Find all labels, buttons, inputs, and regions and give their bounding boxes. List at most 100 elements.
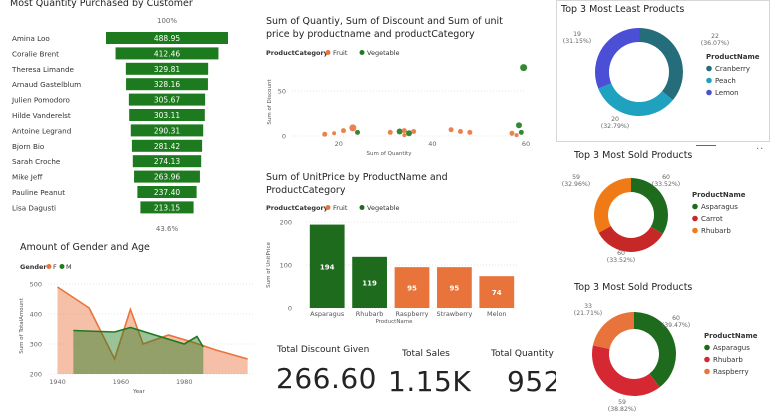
donut3-panel[interactable]: Top 3 Most Sold Products 60 (39.47%) 59 (38… xyxy=(556,278,774,418)
donut-legend-label[interactable]: Raspberry xyxy=(713,368,749,376)
funnel-panel[interactable]: Most Quantity Purchased by Customer 100%… xyxy=(0,0,250,232)
scatter-panel[interactable]: Sum of Quantiy, Sum of Discount and Sum … xyxy=(262,14,534,164)
area-ytick: 400 xyxy=(30,311,42,319)
funnel-bar[interactable] xyxy=(128,93,206,106)
area-legend-marker xyxy=(59,264,65,269)
area-line-f[interactable] xyxy=(57,286,248,362)
donut-slice[interactable] xyxy=(592,345,660,396)
scatter-point[interactable] xyxy=(332,131,337,136)
funnel-bar[interactable] xyxy=(129,109,205,121)
donut2-chart[interactable]: 60(33.52%)60(33.52%)59(32.96%)ProductNam… xyxy=(556,146,774,272)
scatter-chart[interactable]: ProductCategory Fruit Vegetable 0 50 20 40 60 Su… xyxy=(262,14,534,164)
funnel-bar[interactable] xyxy=(130,124,204,137)
donut-legend-label[interactable]: Carrot xyxy=(701,215,723,223)
scatter-point[interactable] xyxy=(467,129,473,135)
scatter-point[interactable] xyxy=(406,130,412,137)
scatter-point[interactable] xyxy=(518,129,524,135)
donut1-chart[interactable]: 22(36.07%) 20(32.79%) 19(31.15%) ProductNam… xyxy=(557,1,771,143)
more-options-icon[interactable]: ·· xyxy=(756,144,765,155)
bar-data-label: 119 xyxy=(362,279,377,287)
donut-legend-label[interactable]: Asparagus xyxy=(701,203,738,211)
donut-legend-label[interactable]: Peach xyxy=(715,77,736,85)
bar-legend-label[interactable]: Vegetable xyxy=(367,204,400,212)
bar-melon[interactable] xyxy=(479,276,515,308)
donut-slice[interactable] xyxy=(598,226,663,252)
area-panel[interactable]: Amount of Gender and Age Gender F M 200 300 4… xyxy=(12,238,256,408)
donut-slice[interactable] xyxy=(634,312,676,388)
scatter-point[interactable] xyxy=(515,122,522,129)
bar-chart[interactable]: ProductCategory Fruit Vegetable0100200Sum … xyxy=(262,170,534,332)
scatter-xtick: 40 xyxy=(428,140,436,148)
donut-slice[interactable] xyxy=(594,178,631,233)
donut-slice[interactable] xyxy=(631,178,668,234)
scatter-point[interactable] xyxy=(355,129,361,135)
bar-rhubarb[interactable] xyxy=(352,256,387,308)
donut-legend-label[interactable]: Asparagus xyxy=(713,344,750,352)
focus-mode-icon[interactable] xyxy=(696,145,716,148)
bar-asparagus[interactable] xyxy=(309,224,345,308)
funnel-bar[interactable] xyxy=(140,201,194,214)
bar-data-label: 194 xyxy=(320,263,335,271)
scatter-point[interactable] xyxy=(520,64,528,72)
bar-data-label: 95 xyxy=(407,285,417,293)
scatter-point[interactable] xyxy=(396,128,403,135)
funnel-bar-label: 328.16 xyxy=(154,80,180,89)
area-line-m[interactable] xyxy=(73,326,204,348)
scatter-point[interactable] xyxy=(401,128,407,134)
bar-panel[interactable]: Sum of UnitPrice by ProductName and Prod… xyxy=(262,170,534,332)
donut-slice[interactable] xyxy=(598,83,673,116)
donut1-card[interactable]: Top 3 Most Least Products 22 (36.07%) 20 (3… xyxy=(556,0,770,142)
scatter-legend-label[interactable]: Fruit xyxy=(333,49,348,57)
scatter-point[interactable] xyxy=(402,133,407,138)
scatter-point[interactable] xyxy=(387,129,393,135)
funnel-bar[interactable] xyxy=(115,47,219,60)
scatter-point[interactable] xyxy=(514,133,519,138)
donut2-panel[interactable]: Top 3 Most Sold Products ·· 60 (33.52%) 60… xyxy=(556,144,774,272)
scatter-point[interactable] xyxy=(448,127,454,133)
scatter-point[interactable] xyxy=(340,128,346,134)
area-chart[interactable]: Gender F M 200 300 400 500 1940 1960 1980 Year Sum … xyxy=(12,238,256,408)
funnel-row-name: Amina Loo xyxy=(12,34,50,43)
scatter-point[interactable] xyxy=(457,129,463,134)
donut-data-pct: (33.52%) xyxy=(607,257,635,264)
bar-category-label: Melon xyxy=(487,310,507,318)
scatter-point[interactable] xyxy=(411,129,417,134)
bar-category-label: Raspberry xyxy=(395,310,428,318)
donut-legend-marker xyxy=(692,227,698,234)
donut-legend-label[interactable]: Cranberry xyxy=(715,65,750,73)
bar-category-label: Asparagus xyxy=(310,310,345,318)
scatter-point[interactable] xyxy=(509,130,515,136)
scatter-legend-label[interactable]: Vegetable xyxy=(367,49,400,57)
donut-legend-label[interactable]: Lemon xyxy=(715,89,739,97)
scatter-xlabel: Sum of Quantity xyxy=(367,151,413,157)
funnel-bar[interactable] xyxy=(137,186,197,198)
donut-data-label: 60 xyxy=(617,250,625,257)
area-legend-label[interactable]: M xyxy=(66,263,72,271)
donut3-chart[interactable]: 60(39.47%) 59(38.82%) 33(21.71%) ProductNam… xyxy=(556,278,774,418)
bar-legend-label[interactable]: Fruit xyxy=(333,204,348,212)
donut-legend-marker xyxy=(704,368,710,375)
funnel-bar-label: 290.31 xyxy=(154,126,180,135)
funnel-bar[interactable] xyxy=(132,155,202,168)
area-title: Amount of Gender and Age xyxy=(20,242,150,253)
funnel-chart[interactable]: 100% Amina Loo 488.95 Coralie Brent 412.46 Th… xyxy=(0,0,250,232)
bar-raspberry[interactable] xyxy=(394,267,430,308)
funnel-bar[interactable] xyxy=(126,78,208,91)
scatter-point[interactable] xyxy=(349,124,357,132)
scatter-legend-marker xyxy=(359,50,365,55)
funnel-row-name: Theresa Limande xyxy=(11,65,75,74)
donut-slice[interactable] xyxy=(639,28,683,101)
donut-legend-label[interactable]: Rhubarb xyxy=(713,356,743,364)
funnel-bar[interactable] xyxy=(131,139,203,152)
bar-ytick: 100 xyxy=(280,262,292,270)
donut-slice[interactable] xyxy=(595,28,639,89)
funnel-bar[interactable] xyxy=(125,62,209,75)
funnel-bar[interactable] xyxy=(134,170,200,183)
donut-data-label: 19 xyxy=(573,31,581,38)
bar-strawberry[interactable] xyxy=(437,267,472,308)
donut-legend-label[interactable]: Rhubarb xyxy=(701,227,731,235)
scatter-point[interactable] xyxy=(322,131,328,137)
funnel-bar[interactable] xyxy=(106,32,228,44)
donut-slice[interactable] xyxy=(592,312,634,349)
area-legend-label[interactable]: F xyxy=(53,263,57,271)
